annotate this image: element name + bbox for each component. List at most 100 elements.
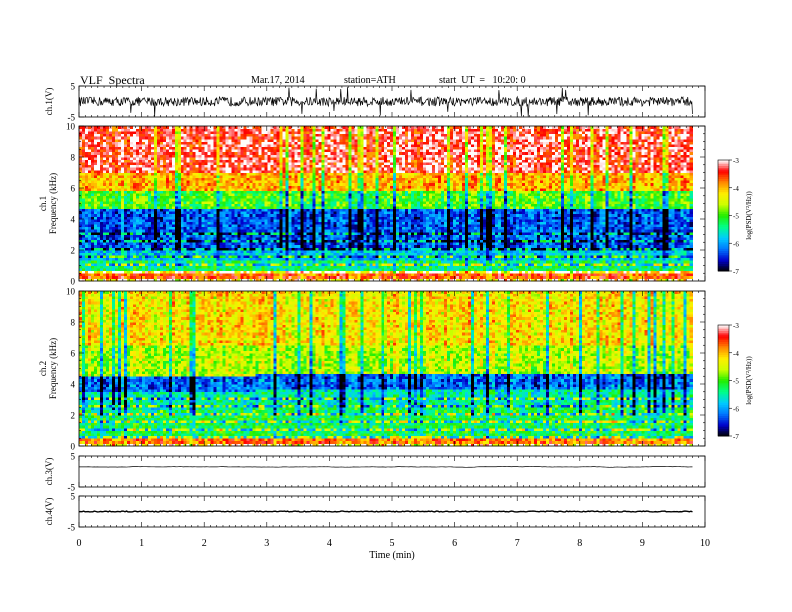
spectrogram-cell [247,191,250,194]
spectrogram-cell [300,198,303,201]
spectrogram-cell [268,198,271,201]
spectrogram-cell [271,157,274,160]
spectrogram-cell [121,193,124,196]
spectrogram-cell [256,273,259,276]
spectrogram-cell [220,152,223,155]
spectrogram-cell [181,134,184,137]
spectrogram-cell [247,227,250,230]
spectrogram-cell [121,271,124,274]
spectrogram-cell [115,209,118,212]
spectrogram-cell [277,191,280,194]
spectrogram-cell [121,165,124,168]
spectrogram-cell [106,268,109,271]
spectrogram-cell [124,175,127,178]
spectrogram-cell [145,237,148,240]
spectrogram-cell [97,266,100,269]
spectrogram-cell [309,224,312,227]
spectrogram-cell [253,185,256,188]
spectrogram-cell [318,157,321,160]
spectrogram-cell [303,273,306,276]
spectrogram-cell [157,276,160,279]
spectrogram-cell [130,245,133,248]
spectrogram-cell [94,185,97,188]
spectrogram-cell [142,126,145,129]
spectrogram-cell [124,154,127,157]
spectrogram-cell [130,162,133,165]
spectrogram-cell [91,180,94,183]
spectrogram-cell [309,263,312,266]
spectrogram-cell [121,188,124,191]
spectrogram-cell [184,273,187,276]
spectrogram-cell [232,216,235,219]
spectrogram-cell [229,160,232,163]
spectrogram-cell [106,157,109,160]
spectrogram-cell [151,229,154,232]
spectrogram-cell [274,273,277,276]
spectrogram-cell [265,198,268,201]
spectrogram-cell [88,242,91,245]
spectrogram-cell [220,131,223,134]
spectrogram-cell [280,144,283,147]
spectrogram-cell [309,136,312,139]
spectrogram-cell [297,198,300,201]
spectrogram-cell [324,224,327,227]
spectrogram-cell [151,219,154,222]
spectrogram-cell [148,178,151,181]
spectrogram-cell [202,222,205,225]
spectrogram-cell [79,266,82,269]
spectrogram-cell [136,211,139,214]
spectrogram-cell [268,134,271,137]
spectrogram-cell [205,160,208,163]
spectrogram-cell [214,165,217,168]
spectrogram-cell [297,268,300,271]
spectrogram-cell [199,147,202,150]
spectrogram-cell [318,216,321,219]
spectrogram-cell [268,229,271,232]
spectrogram-cell [121,211,124,214]
spectrogram-cell [148,273,151,276]
spectrogram-cell [271,198,274,201]
spectrogram-cell [103,260,106,263]
spectrogram-cell [232,273,235,276]
spectrogram-cell [157,185,160,188]
spectrogram-cell [244,204,247,207]
spectrogram-cell [223,139,226,142]
spectrogram-cell [91,253,94,256]
spectrogram-cell [274,178,277,181]
spectrogram-cell [106,209,109,212]
spectrogram-cell [265,216,268,219]
spectrogram-cell [124,237,127,240]
spectrogram-cell [208,134,211,137]
spectrogram-cell [142,268,145,271]
spectrogram-cell [100,232,103,235]
spectrogram-cell [277,154,280,157]
spectrogram-cell [121,191,124,194]
spectrogram-cell [309,240,312,243]
spectrogram-cell [253,201,256,204]
spectrogram-cell [115,196,118,199]
spectrogram-cell [238,144,241,147]
spectrogram-cell [148,147,151,150]
spectrogram-cell [297,250,300,253]
spectrogram-cell [250,180,253,183]
spectrogram-cell [297,242,300,245]
spectrogram-cell [109,209,112,212]
spectrogram-cell [199,149,202,152]
spectrogram-cell [271,276,274,279]
spectrogram-cell [178,235,181,238]
spectrogram-cell [151,237,154,240]
spectrogram-cell [235,263,238,266]
spectrogram-cell [214,144,217,147]
spectrogram-cell [160,214,163,217]
spectrogram-cell [285,188,288,191]
spectrogram-cell [280,260,283,263]
spectrogram-cell [136,204,139,207]
spectrogram-cell [148,136,151,139]
spectrogram-cell [229,229,232,232]
spectrogram-cell [148,209,151,212]
spectrogram-cell [157,147,160,150]
spectrogram-cell [139,253,142,256]
spectrogram-cell [103,188,106,191]
spectrogram-cell [238,227,241,230]
spectrogram-cell [91,229,94,232]
